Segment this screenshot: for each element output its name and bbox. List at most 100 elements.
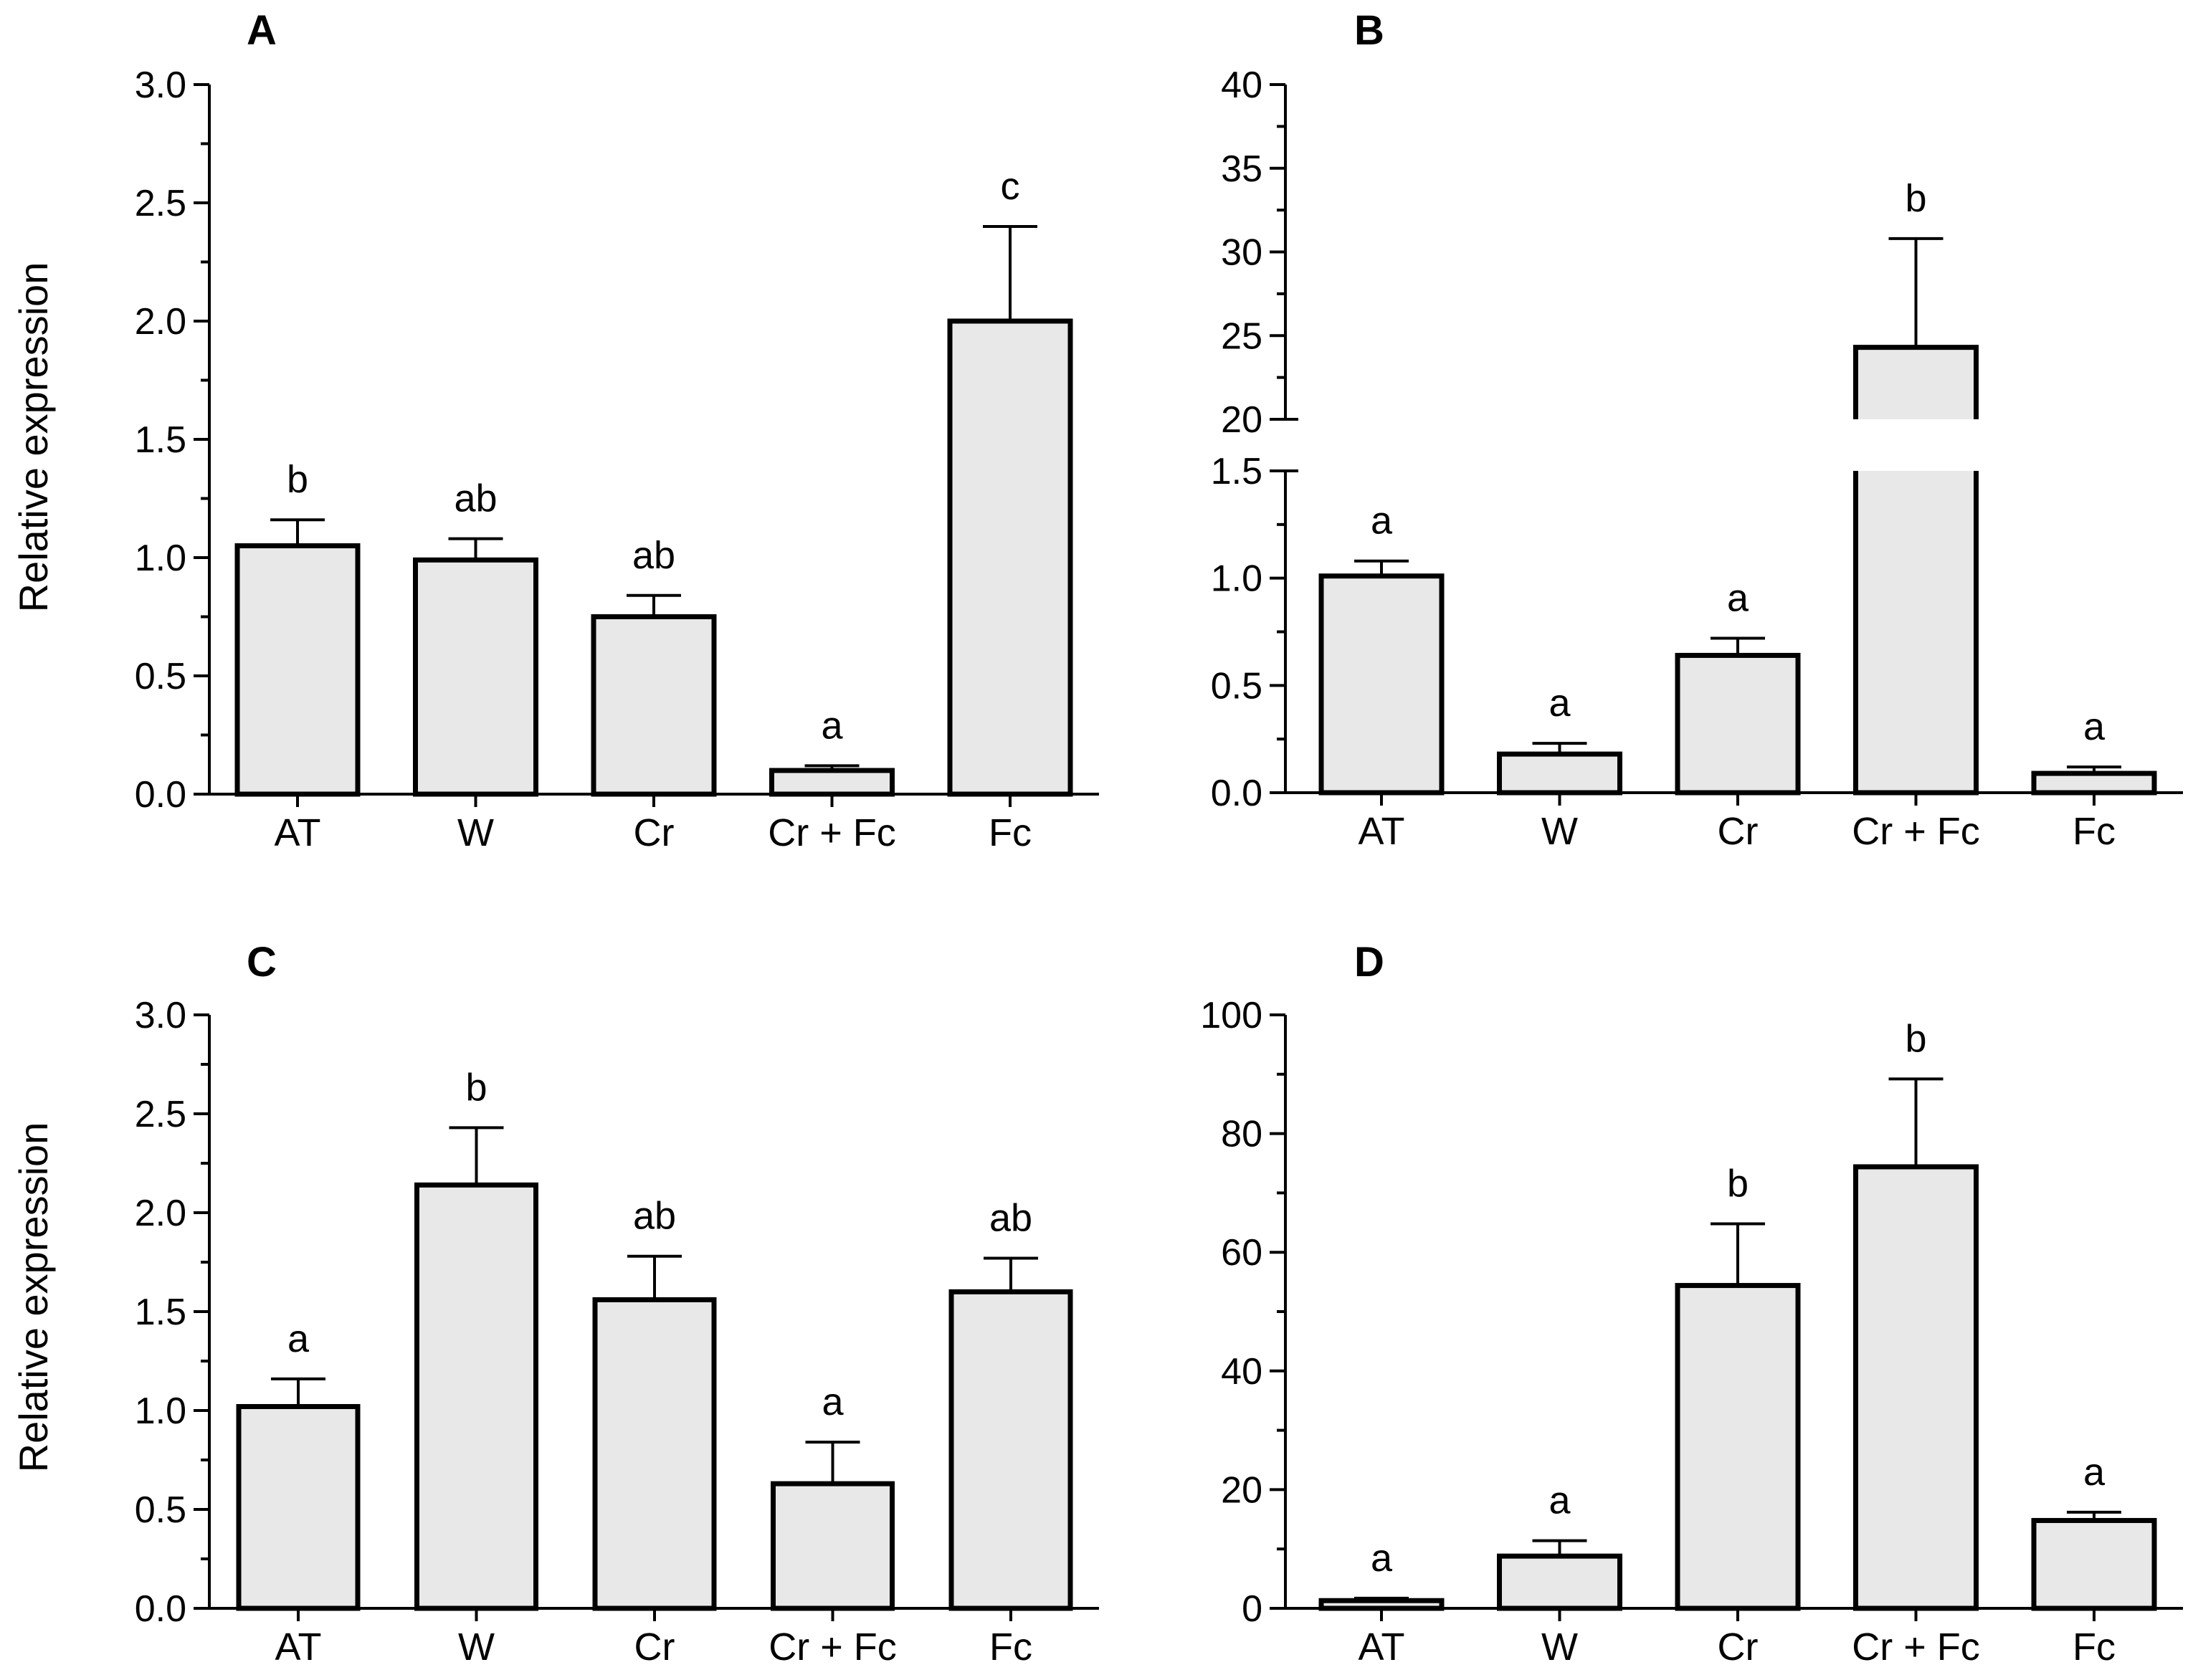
panel-A: A Relative expression 0.0 0.5 1.0 1.5 2.0 2.5 3.… <box>11 7 1099 854</box>
y-tick-label: 2.5 <box>135 1094 186 1135</box>
panel-B: B 0.0 0.5 1.0 1.5 20 25 30 35 40 AT a Wa Cr a Cr + Fc b F… <box>1211 7 2183 853</box>
bar-at <box>236 1403 361 1611</box>
y-tick-label: 0.0 <box>135 774 186 816</box>
bar-at <box>1318 573 1445 796</box>
x-tick-label: Fc <box>2073 1626 2116 1669</box>
y-tick-label: 25 <box>1221 315 1262 357</box>
x-tick-label: Cr + Fc <box>1852 1626 1980 1669</box>
y-tick-label: 1.5 <box>135 419 186 461</box>
bar-fc <box>948 1289 1073 1611</box>
significance-label: a <box>1549 682 1571 725</box>
panel-letter: D <box>1354 939 1384 985</box>
x-tick-label: Cr + Fc <box>768 811 896 854</box>
significance-label: b <box>287 458 308 501</box>
x-tick-label: Cr <box>1718 810 1759 853</box>
x-tick-label: W <box>1541 810 1578 853</box>
significance-label: b <box>1727 1162 1749 1205</box>
significance-label: ab <box>632 534 675 577</box>
y-tick-label: 2.0 <box>135 1193 186 1234</box>
x-tick-label: Cr + Fc <box>769 1626 897 1669</box>
y-tick-label: 1.0 <box>135 1390 186 1432</box>
panel-C: C Relative expression 0.0 0.5 1.0 1.5 2.0 2.5 3.… <box>11 939 1099 1669</box>
significance-label: c <box>1001 165 1020 208</box>
y-tick-label: 0.5 <box>135 1489 186 1531</box>
significance-label: a <box>821 704 843 747</box>
y-axis-label: Relative expression <box>11 1122 56 1473</box>
y-tick-label: 2.5 <box>135 183 186 224</box>
bar-w <box>1497 1553 1622 1611</box>
bar-crfc-lower-fill <box>1855 471 1976 793</box>
bar-crfc <box>1853 1164 1979 1611</box>
bar-crfc-upper <box>1853 345 1979 419</box>
significance-label: a <box>822 1380 844 1423</box>
x-tick-label: W <box>458 1626 495 1669</box>
significance-label: a <box>287 1317 310 1360</box>
y-tick-label: 20 <box>1221 1469 1262 1511</box>
significance-label: b <box>465 1066 487 1109</box>
panel-letter: B <box>1354 7 1384 54</box>
y-axis-label: Relative expression <box>11 262 56 613</box>
y-tick-label: 60 <box>1221 1232 1262 1274</box>
x-tick-label: W <box>1541 1626 1578 1669</box>
y-tick-label: 0.0 <box>1211 773 1262 814</box>
bar-w <box>414 1182 538 1611</box>
panel-letter: C <box>247 939 277 985</box>
x-tick-label: Cr <box>1718 1626 1759 1669</box>
y-tick-label: 100 <box>1200 995 1262 1036</box>
significance-label: ab <box>633 1195 676 1238</box>
significance-label: a <box>1371 1537 1393 1580</box>
significance-label: a <box>2083 705 2106 748</box>
significance-label: b <box>1905 1017 1926 1060</box>
x-tick-label: AT <box>275 811 321 854</box>
x-tick-label: Cr + Fc <box>1852 810 1980 853</box>
y-tick-label: 40 <box>1221 65 1262 106</box>
y-tick-label: 1.5 <box>135 1292 186 1333</box>
y-tick-label: 0.5 <box>1211 665 1262 707</box>
y-tick-label: 0.0 <box>135 1588 186 1630</box>
bar-fc <box>2031 1517 2157 1611</box>
significance-label: a <box>1549 1479 1571 1522</box>
bar-crfc <box>771 1481 895 1611</box>
bar-at <box>234 543 361 797</box>
y-tick-label: 40 <box>1221 1351 1262 1393</box>
y-tick-label: 2.0 <box>135 301 186 343</box>
bar-cr <box>591 614 717 797</box>
x-tick-label: Cr <box>634 1626 675 1669</box>
x-tick-label: Fc <box>989 1626 1032 1669</box>
significance-label: ab <box>989 1196 1032 1239</box>
x-tick-label: W <box>457 811 494 854</box>
y-tick-label: 35 <box>1221 148 1262 190</box>
panel-letter: A <box>247 7 277 54</box>
x-tick-label: Cr <box>634 811 675 854</box>
y-tick-label: 1.5 <box>1211 451 1262 492</box>
significance-label: ab <box>454 477 497 520</box>
y-tick-label: 30 <box>1221 232 1262 274</box>
x-tick-label: Fc <box>2073 810 2116 853</box>
bar-crfc-upper-fill <box>1855 347 1976 419</box>
significance-label: a <box>1727 576 1749 619</box>
y-tick-label: 1.0 <box>1211 558 1262 600</box>
y-tick-label: 3.0 <box>135 65 186 106</box>
y-tick-label: 0 <box>1242 1588 1262 1630</box>
y-tick-label: 3.0 <box>135 995 186 1036</box>
bar-cr <box>1675 1283 1801 1611</box>
significance-label: a <box>2083 1451 2106 1494</box>
y-tick-label: 1.0 <box>135 538 186 579</box>
bar-w <box>413 557 538 797</box>
bar-cr <box>1675 652 1801 796</box>
x-tick-label: Fc <box>989 811 1032 854</box>
significance-label: a <box>1371 500 1393 543</box>
bar-fc <box>2031 770 2157 796</box>
x-tick-label: AT <box>1359 810 1405 853</box>
bar-crfc <box>769 768 895 797</box>
y-tick-label: 80 <box>1221 1114 1262 1155</box>
significance-label: b <box>1905 177 1926 220</box>
x-tick-label: AT <box>275 1626 322 1669</box>
y-tick-label: 0.5 <box>135 656 186 697</box>
bar-cr <box>592 1297 717 1611</box>
x-tick-label: AT <box>1359 1626 1405 1669</box>
panel-D: D 0 20 40 60 80 100 AT a Wa Cr b Cr + Fc b Fc a <box>1200 939 2183 1669</box>
bar-at <box>1318 1598 1445 1611</box>
bar-fc <box>947 318 1073 797</box>
